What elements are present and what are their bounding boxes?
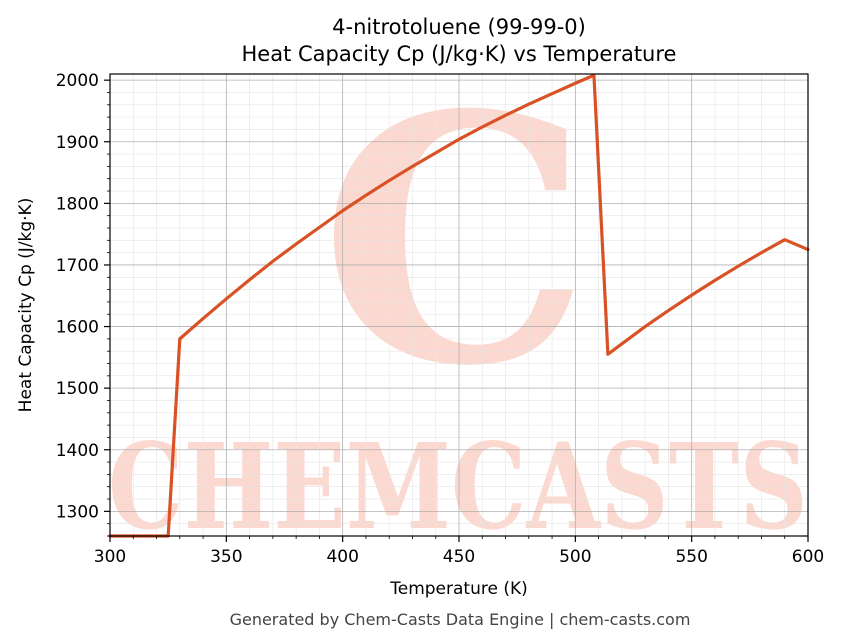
axis-ticks: 300 350 400 450 500 550 600 1300 1400 1500 1600 170… [56, 71, 824, 567]
chart-title: 4-nitrotoluene (99-99-0) [332, 15, 586, 39]
x-tick-label: 450 [443, 547, 475, 567]
y-tick-label: 1800 [56, 194, 99, 214]
x-tick-label: 500 [559, 547, 591, 567]
y-tick-label: 1700 [56, 256, 99, 276]
watermark: C CHEMCASTS [108, 42, 808, 556]
y-tick-label: 1900 [56, 133, 99, 153]
y-tick-label: 1400 [56, 441, 99, 461]
x-tick-label: 600 [792, 547, 824, 567]
x-tick-label: 350 [210, 547, 242, 567]
x-axis-label: Temperature (K) [389, 579, 528, 599]
y-axis-label: Heat Capacity Cp (J/kg·K) [16, 198, 36, 413]
y-tick-label: 1600 [56, 318, 99, 338]
series-line [108, 73, 810, 538]
chart-subtitle: Heat Capacity Cp (J/kg·K) vs Temperature [242, 42, 677, 66]
watermark-logo: C [320, 42, 591, 441]
plot-area [108, 73, 810, 538]
footer-credit: Generated by Chem-Casts Data Engine | ch… [230, 610, 691, 629]
y-tick-label: 1500 [56, 379, 99, 399]
x-tick-label: 300 [94, 547, 126, 567]
grid [109, 74, 809, 537]
y-tick-label: 2000 [56, 71, 99, 91]
x-tick-label: 400 [326, 547, 358, 567]
y-tick-label: 1300 [56, 502, 99, 522]
x-tick-label: 550 [675, 547, 707, 567]
